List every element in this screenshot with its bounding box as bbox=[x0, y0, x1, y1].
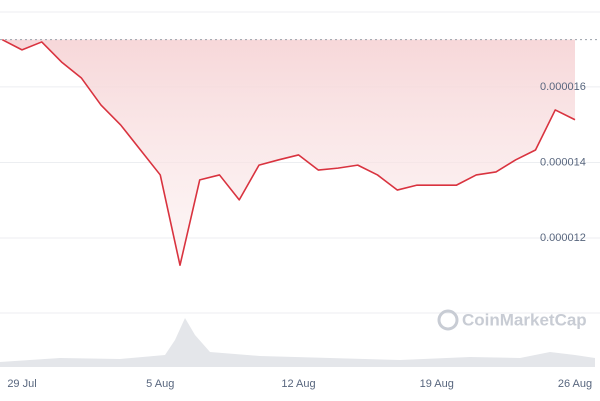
y-tick-label: 0.000014 bbox=[540, 156, 586, 168]
watermark: CoinMarketCap bbox=[462, 310, 587, 329]
price-line bbox=[1, 38, 576, 267]
watermark-logo bbox=[437, 309, 459, 331]
x-tick-label: 29 Jul bbox=[7, 378, 36, 390]
y-tick-label: 0.000012 bbox=[540, 232, 586, 244]
x-tick-label: 26 Aug bbox=[558, 378, 592, 390]
volume-area bbox=[0, 318, 595, 367]
x-tick-label: 19 Aug bbox=[420, 378, 454, 390]
x-tick-label: 5 Aug bbox=[146, 378, 174, 390]
price-area bbox=[2, 39, 575, 266]
x-tick-label: 12 Aug bbox=[281, 378, 315, 390]
y-tick-label: 0.000016 bbox=[540, 81, 586, 93]
